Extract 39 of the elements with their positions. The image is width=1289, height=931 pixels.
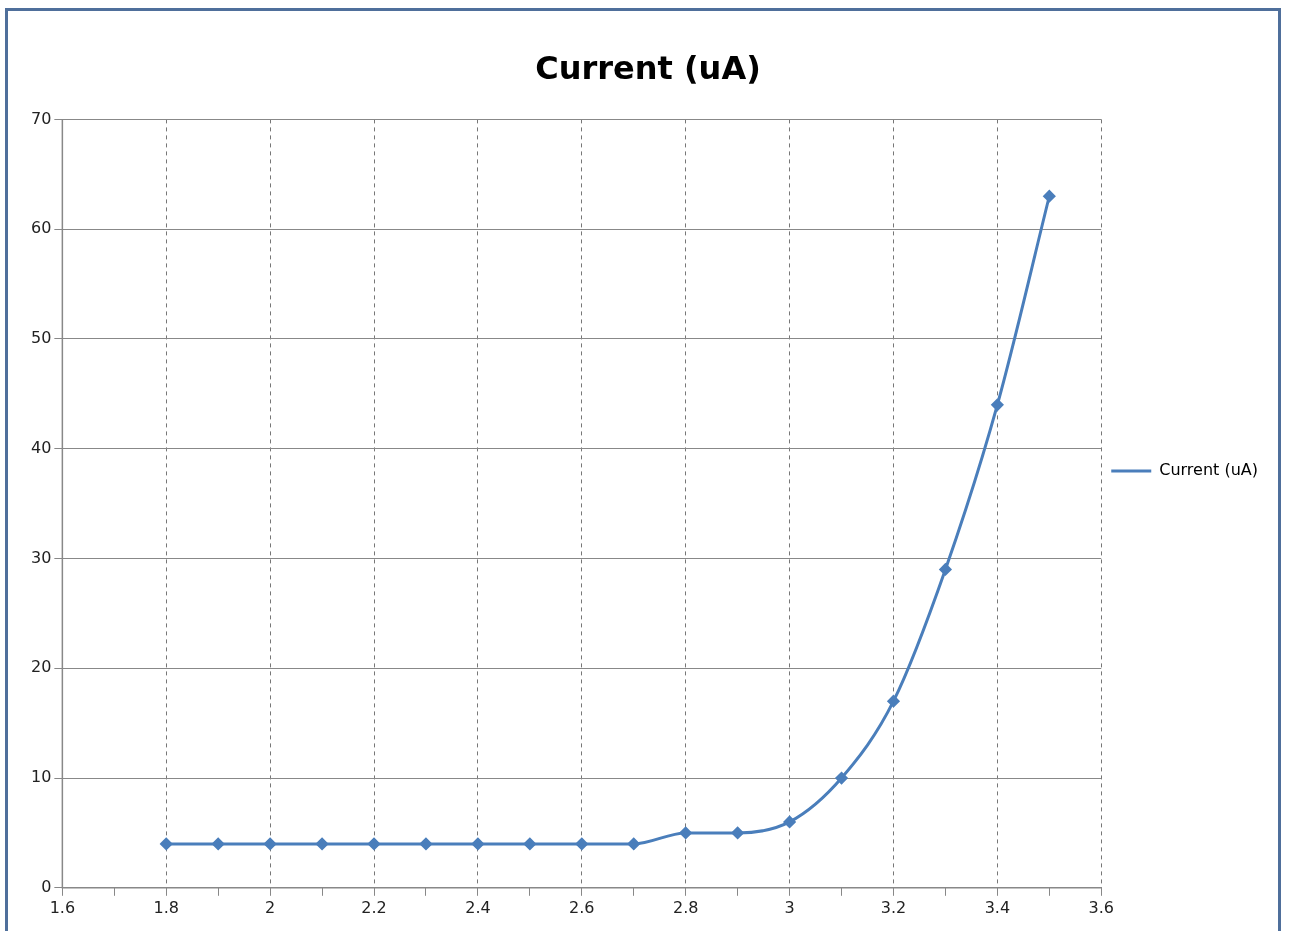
point <box>575 837 588 850</box>
point <box>471 837 484 850</box>
legend-label: Current (uA) <box>1159 460 1258 480</box>
point <box>679 826 692 839</box>
point <box>627 837 640 850</box>
point <box>835 772 848 785</box>
y-tick-label: 10 <box>31 767 52 787</box>
y-tick-label: 60 <box>31 218 52 238</box>
x-tick-label: 1.8 <box>153 897 179 917</box>
x-tick-label: 2.4 <box>465 897 491 917</box>
x-tick-label: 2.8 <box>672 897 699 917</box>
x-tick-label: 3.4 <box>984 897 1011 917</box>
chart-title: Current (uA) <box>535 48 761 87</box>
x-tick-label: 2.6 <box>569 897 595 917</box>
point <box>264 837 277 850</box>
y-tick-label: 50 <box>31 328 52 348</box>
point <box>419 837 432 850</box>
x-tick-label: 1.6 <box>49 897 76 917</box>
x-tick-label: 3 <box>784 897 795 917</box>
point <box>212 837 225 850</box>
y-tick-label: 0 <box>41 876 52 896</box>
y-tick-label: 20 <box>31 657 52 677</box>
point <box>939 563 952 576</box>
point <box>991 398 1004 411</box>
y-tick-label: 40 <box>31 437 52 457</box>
x-tick-label: 3.2 <box>880 897 907 917</box>
point <box>783 815 796 828</box>
point <box>316 837 329 850</box>
point <box>731 826 744 839</box>
point <box>1043 190 1056 203</box>
y-tick-label: 70 <box>31 108 52 128</box>
x-tick-label: 3.6 <box>1088 897 1114 917</box>
x-tick-label: 2.2 <box>361 897 387 917</box>
point <box>160 837 173 850</box>
x-tick-label: 2 <box>265 897 276 917</box>
point <box>887 695 900 708</box>
point <box>368 837 381 850</box>
point <box>523 837 536 850</box>
y-tick-label: 30 <box>31 547 52 567</box>
